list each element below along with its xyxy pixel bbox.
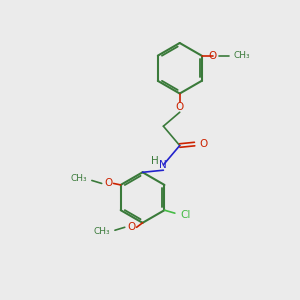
- Text: N: N: [160, 160, 167, 170]
- Text: O: O: [176, 102, 184, 112]
- Text: CH₃: CH₃: [94, 227, 110, 236]
- Text: H: H: [151, 156, 159, 166]
- Text: CH₃: CH₃: [233, 51, 250, 60]
- Text: Cl: Cl: [180, 210, 190, 220]
- Text: O: O: [209, 51, 217, 61]
- Text: O: O: [127, 222, 135, 232]
- Text: CH₃: CH₃: [70, 175, 87, 184]
- Text: O: O: [104, 178, 112, 188]
- Text: O: O: [199, 139, 207, 149]
